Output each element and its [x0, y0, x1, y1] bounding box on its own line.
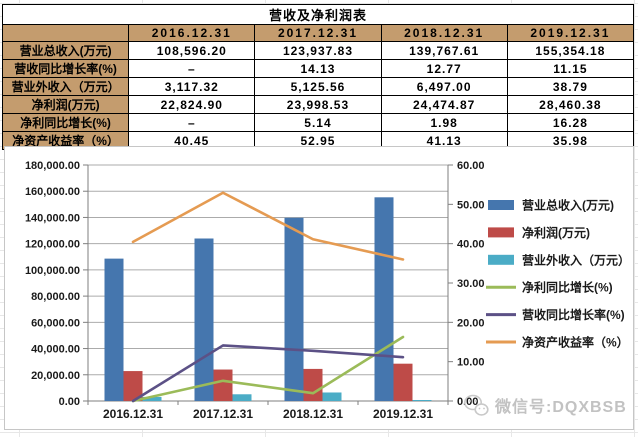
legend-label: 净资产收益率（%）: [522, 335, 629, 350]
right-axis-label: 30.00: [457, 278, 485, 290]
column-header-2019: 2019.12.31: [506, 24, 635, 42]
table-row-net-profit: 净利润(万元) 22,824.90 23,998.53 24,474.87 28…: [1, 95, 635, 114]
table-row-non-operating-income: 营业外收入（万元） 3,117.32 5,125.56 6,497.00 38.…: [1, 77, 635, 96]
cell-value: –: [128, 113, 256, 132]
left-axis-label: 80,000.00: [31, 291, 80, 303]
right-axis-label: 40.00: [457, 239, 485, 251]
table-title: 营收及净利润表: [2, 4, 634, 25]
column-header-2018: 2018.12.31: [380, 24, 508, 42]
column-header-2017: 2017.12.31: [254, 24, 382, 42]
bar-净利润(万元): [303, 368, 323, 401]
watermark-text: 微信号:DQXBSB: [495, 399, 627, 416]
row-label: 营收同比增长率(%): [1, 59, 130, 78]
cell-value: 38.79: [506, 77, 635, 96]
left-axis-label: 0.00: [59, 396, 80, 408]
cell-value: 14.13: [254, 59, 382, 78]
cell-value: 24,474.87: [380, 95, 508, 114]
left-axis-label: 180,000.00: [25, 160, 80, 172]
left-axis-label: 40,000.00: [31, 344, 80, 356]
legend-label: 净利润(万元): [522, 225, 590, 240]
cell-value: –: [128, 59, 256, 78]
table-row-net-profit-growth: 净利同比增长(%) – 5.14 1.98 16.28: [1, 113, 635, 132]
row-label: 净利同比增长(%): [1, 113, 130, 132]
table-row-revenue-growth: 营收同比增长率(%) – 14.13 12.77 11.15: [1, 59, 635, 78]
legend-label: 营业总收入(万元): [522, 198, 614, 213]
wechat-icon: [464, 394, 489, 416]
x-axis-category-label: 2016.12.31: [103, 407, 163, 421]
combo-chart: 0.00 20,000.00 40,000.00 60,000.00 80,000.00…: [25, 160, 630, 421]
line-营收同比增长率(%): [131, 344, 405, 403]
right-axis-label: 60.00: [457, 160, 485, 172]
left-axis-label: 20,000.00: [31, 370, 80, 382]
row-label: 净资产收益率（%）: [1, 131, 130, 150]
cell-value: 108,596.20: [128, 41, 256, 60]
bar-营业外收入（万元）: [142, 396, 162, 401]
cell-value: 22,824.90: [128, 95, 256, 114]
cell-value: 6,497.00: [380, 77, 508, 96]
cell-value: 1.98: [380, 113, 508, 132]
legend-label: 营收同比增长率(%): [522, 307, 625, 322]
legend-label: 净利同比增长(%): [522, 280, 613, 295]
bar-净利润(万元): [213, 369, 233, 401]
line-净利同比增长(%): [131, 335, 405, 403]
bar-营业外收入（万元）: [232, 394, 252, 401]
left-axis-label: 60,000.00: [31, 317, 80, 329]
cell-value: 40.45: [128, 131, 256, 150]
cell-value: 3,117.32: [128, 77, 256, 96]
table-header-row: 2016.12.31 2017.12.31 2018.12.31 2019.12…: [1, 24, 635, 42]
line-净资产收益率（%）: [131, 191, 405, 261]
cell-value: 139,767.61: [380, 41, 508, 60]
bar-营业外收入（万元）: [412, 400, 432, 401]
left-axis-label: 100,000.00: [25, 265, 80, 277]
cell-value: 28,460.38: [506, 95, 635, 114]
x-axis-category-label: 2018.12.31: [283, 407, 343, 421]
cell-value: 11.15: [506, 59, 635, 78]
x-axis-category-label: 2017.12.31: [193, 407, 253, 421]
bar-营业总收入(万元): [284, 217, 304, 401]
financial-table: 营收及净利润表 2016.12.31 2017.12.31 2018.12.31…: [1, 4, 635, 150]
left-axis-label: 140,000.00: [25, 212, 80, 224]
left-axis-label: 160,000.00: [25, 186, 80, 198]
bar-营业外收入（万元）: [322, 392, 342, 401]
row-label: 营业外收入（万元）: [1, 77, 130, 96]
column-header-2016: 2016.12.31: [128, 24, 256, 42]
cell-value: 12.77: [380, 59, 508, 78]
row-label: 净利润(万元): [1, 95, 130, 114]
x-axis-category-label: 2019.12.31: [373, 407, 433, 421]
right-axis-label: 0.00: [457, 396, 478, 408]
chart-area: 0.00 20,000.00 40,000.00 60,000.00 80,000.00…: [4, 146, 634, 430]
legend-label: 营业外收入（万元）: [522, 252, 630, 267]
legend-swatch-净利润(万元): [488, 227, 514, 238]
cell-value: 5.14: [254, 113, 382, 132]
legend-swatch-营业总收入(万元): [488, 200, 514, 210]
bar-营业总收入(万元): [194, 238, 214, 401]
right-axis-label: 20.00: [457, 317, 485, 329]
bar-营业总收入(万元): [374, 197, 394, 401]
table-title-row: 营收及净利润表: [2, 4, 634, 25]
row-label: 营业总收入(万元): [1, 41, 130, 60]
cell-value: 123,937.83: [254, 41, 382, 60]
table-row-total-revenue: 营业总收入(万元) 108,596.20 123,937.83 139,767.…: [1, 41, 635, 60]
left-axis-label: 120,000.00: [25, 239, 80, 251]
bar-净利润(万元): [393, 363, 413, 401]
legend-swatch-营业外收入（万元）: [488, 254, 514, 265]
bar-净利润(万元): [123, 371, 143, 401]
table-row-roe: 净资产收益率（%） 40.45 52.95 41.13 35.98: [1, 131, 635, 150]
cell-value: 155,354.18: [506, 41, 635, 60]
right-axis-label: 10.00: [457, 357, 485, 369]
cell-value: 23,998.53: [254, 95, 382, 114]
watermark: 微信号:DQXBSB: [463, 393, 627, 417]
right-axis-label: 50.00: [457, 199, 485, 211]
bar-营业总收入(万元): [104, 258, 124, 401]
column-header-blank: [1, 24, 130, 42]
cell-value: 5,125.56: [254, 77, 382, 96]
cell-value: 16.28: [506, 113, 635, 132]
